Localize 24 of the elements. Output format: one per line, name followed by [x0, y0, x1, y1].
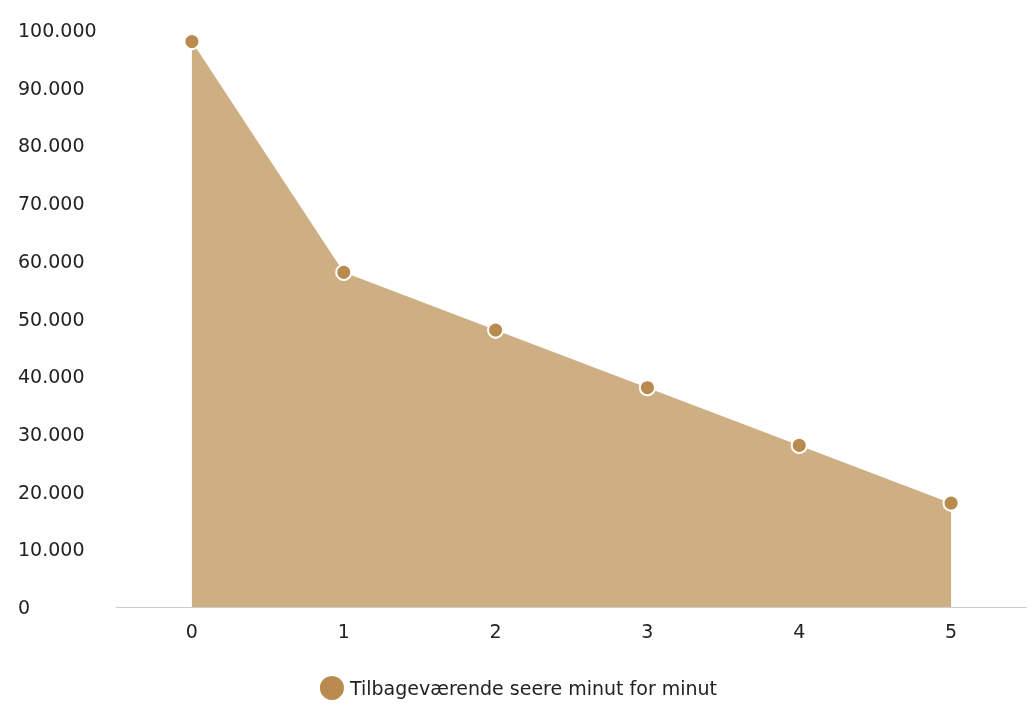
y-tick-label: 70.000 [18, 192, 85, 215]
x-tick-label: 4 [793, 619, 806, 642]
y-tick-label: 40.000 [18, 365, 85, 388]
x-tick-label: 5 [945, 619, 958, 642]
y-tick-label: 50.000 [18, 307, 85, 330]
y-tick-label: 0 [18, 596, 31, 618]
x-tick-label: 1 [337, 619, 350, 642]
point [183, 33, 201, 51]
x-tick-label: 0 [185, 619, 198, 642]
y-tick-label: 90.000 [18, 76, 85, 99]
point [942, 494, 960, 512]
point [638, 379, 656, 397]
y-tick-label: 10.000 [18, 538, 85, 561]
point [487, 321, 505, 339]
legend-label: Tilbageværende seere minut for minut [348, 677, 718, 699]
point [335, 263, 353, 281]
y-tick-label: 100.000 [18, 19, 97, 41]
x-tick-label: 3 [641, 619, 654, 642]
y-tick-label: 30.000 [18, 422, 85, 445]
y-tick-label: 60.000 [18, 249, 85, 272]
y-tick-label: 20.000 [18, 480, 85, 503]
point [790, 436, 808, 454]
y-tick-label: 80.000 [18, 134, 85, 157]
x-tick-label: 2 [489, 619, 502, 642]
